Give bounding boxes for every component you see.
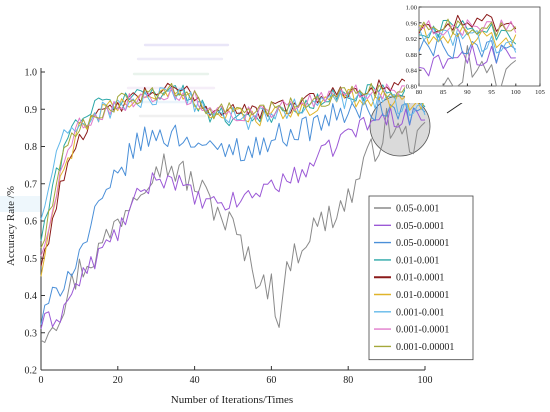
y-tick-label: 0.7 [25, 179, 38, 190]
x-tick-label: 60 [266, 375, 276, 386]
inset-frame [418, 6, 541, 87]
x-tick-label: 100 [418, 375, 433, 386]
inset-y-tick-label: 0.92 [406, 36, 417, 43]
legend-label: 0.05-0.001 [396, 204, 439, 215]
y-tick-label: 0.2 [25, 366, 38, 377]
inset-y-tick-label: 0.80 [406, 84, 417, 91]
legend-label: 0.05-0.00001 [396, 238, 449, 249]
x-tick-label: 80 [343, 375, 353, 386]
legend-label: 0.01-0.0001 [396, 273, 444, 284]
legend-label: 0.001-0.00001 [396, 342, 454, 353]
series-line-0.05-0.0001 [40, 107, 426, 330]
x-tick-label: 40 [190, 375, 200, 386]
inset-series-line-0.01-0.001 [418, 19, 517, 45]
inset-x-tick-label: 95 [488, 89, 495, 96]
y-tick-label: 0.6 [25, 217, 38, 228]
inset-y-tick-label: 0.84 [406, 68, 418, 75]
inset-y-tick-label: 0.96 [406, 20, 418, 27]
inset-x-tick-label: 85 [440, 89, 447, 96]
y-tick-label: 0.8 [25, 142, 38, 153]
inset-x-tick-label: 90 [464, 89, 471, 96]
legend-label: 0.01-0.001 [396, 255, 439, 266]
y-tick-label: 1.0 [25, 68, 38, 79]
legend: 0.05-0.001 0.05-0.0001 0.05-0.00001 0.01-0.… [368, 195, 474, 361]
y-tick-label: 0.5 [25, 254, 38, 265]
y-tick-label: 0.3 [25, 328, 38, 339]
inset-series-line-0.05-0.001 [419, 45, 517, 87]
main-series-layer [40, 78, 426, 343]
inset-series-line-0.01-0.00001 [418, 25, 517, 49]
y-tick-label: 0.4 [25, 291, 38, 302]
legend-label: 0.05-0.0001 [396, 221, 444, 232]
x-tick-label: 0 [39, 375, 44, 386]
x-tick-label: 20 [113, 375, 123, 386]
inset-x-tick-label: 80 [416, 89, 423, 96]
y-tick-label: 0.9 [25, 105, 38, 116]
y-axis-label: Accuracy Rate /% [5, 186, 17, 266]
faint-strip-left [0, 196, 40, 212]
inset-y-tick-label: 0.88 [406, 52, 417, 59]
inset-y-tick-label: 1.00 [406, 5, 417, 12]
series-line-0.05-0.00001 [40, 96, 426, 325]
inset-x-tick-label: 100 [511, 89, 521, 96]
zoom-inset: 0.80 0.84 0.88 0.92 0.96 1.00 80 85 90 95 100 105 [405, 2, 548, 103]
legend-label: 0.001-0.001 [396, 307, 444, 318]
series-line-0.05-0.001 [40, 107, 426, 343]
series-line-0.001-0.00001 [40, 82, 426, 249]
inset-series-line-0.001-0.00001 [418, 18, 517, 37]
legend-label: 0.01-0.00001 [396, 290, 449, 301]
inset-x-tick-label: 105 [535, 89, 545, 96]
inset-series-line-0.001-0.0001 [418, 19, 517, 37]
legend-label: 0.001-0.0001 [396, 325, 449, 336]
x-axis-label: Number of Iterations/Times [171, 394, 293, 406]
